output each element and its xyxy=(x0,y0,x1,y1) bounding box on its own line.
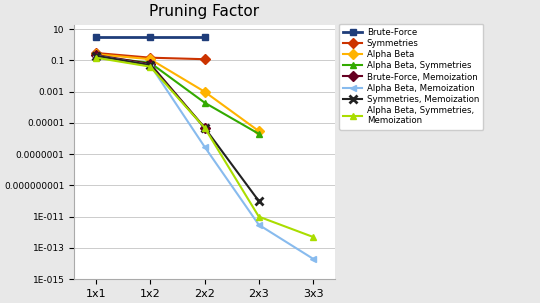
Brute-Force xyxy=(93,35,99,39)
Alpha Beta, Symmetries,
Memoization xyxy=(310,235,316,239)
Alpha Beta, Symmetries xyxy=(93,55,99,58)
Symmetries, Memoization xyxy=(93,54,99,58)
Brute-Force xyxy=(147,35,153,39)
Line: Alpha Beta: Alpha Beta xyxy=(92,51,262,135)
Alpha Beta, Memoization xyxy=(147,63,153,67)
Line: Alpha Beta, Symmetries,
Memoization: Alpha Beta, Symmetries, Memoization xyxy=(92,54,316,240)
Line: Brute-Force, Memoization: Brute-Force, Memoization xyxy=(92,52,208,131)
Line: Alpha Beta, Symmetries: Alpha Beta, Symmetries xyxy=(92,53,262,137)
Alpha Beta, Memoization xyxy=(93,54,99,58)
Brute-Force, Memoization xyxy=(201,126,208,129)
Alpha Beta, Symmetries,
Memoization xyxy=(201,126,208,129)
Symmetries, Memoization xyxy=(255,199,262,203)
Alpha Beta xyxy=(255,129,262,133)
Alpha Beta, Symmetries xyxy=(201,101,208,105)
Alpha Beta, Memoization xyxy=(310,257,316,261)
Alpha Beta, Symmetries,
Memoization xyxy=(255,215,262,218)
Brute-Force, Memoization xyxy=(147,62,153,66)
Title: Pruning Factor: Pruning Factor xyxy=(150,4,260,19)
Alpha Beta xyxy=(93,52,99,56)
Alpha Beta, Memoization xyxy=(201,145,208,148)
Symmetries, Memoization xyxy=(147,63,153,67)
Legend: Brute-Force, Symmetries, Alpha Beta, Alpha Beta, Symmetries, Brute-Force, Memoiz: Brute-Force, Symmetries, Alpha Beta, Alp… xyxy=(339,24,483,130)
Symmetries, Memoization xyxy=(201,126,208,129)
Brute-Force, Memoization xyxy=(93,53,99,57)
Symmetries xyxy=(93,51,99,55)
Line: Brute-Force: Brute-Force xyxy=(92,34,208,41)
Symmetries xyxy=(201,57,208,61)
Alpha Beta, Memoization xyxy=(255,223,262,227)
Brute-Force xyxy=(201,35,208,39)
Alpha Beta, Symmetries,
Memoization xyxy=(93,56,99,59)
Alpha Beta, Symmetries,
Memoization xyxy=(147,65,153,68)
Alpha Beta xyxy=(147,57,153,61)
Symmetries xyxy=(147,56,153,59)
Alpha Beta, Symmetries xyxy=(147,61,153,65)
Line: Symmetries: Symmetries xyxy=(92,49,208,63)
Alpha Beta, Symmetries xyxy=(255,132,262,136)
Alpha Beta xyxy=(201,90,208,94)
Line: Alpha Beta, Memoization: Alpha Beta, Memoization xyxy=(92,52,316,262)
Line: Symmetries, Memoization: Symmetries, Memoization xyxy=(92,52,263,205)
